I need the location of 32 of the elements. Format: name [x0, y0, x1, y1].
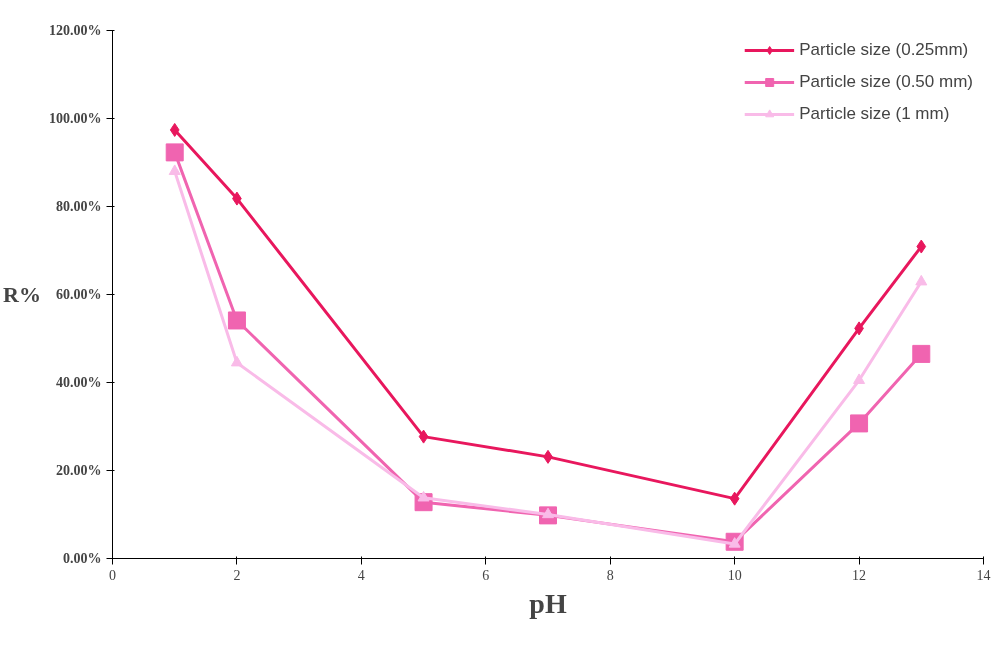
- point: [418, 429, 429, 444]
- y-tick-label: 100.00%: [49, 111, 102, 126]
- point: [230, 355, 243, 367]
- x-axis-title: pH: [529, 587, 567, 619]
- x-tick-label: 4: [357, 567, 365, 583]
- point: [729, 491, 740, 506]
- x-tick-label: 6: [482, 567, 490, 583]
- x-tick-label: 2: [233, 567, 241, 583]
- point: [227, 311, 246, 330]
- legend-label: Particle size (0.50 mm): [799, 72, 973, 92]
- x-tick-label: 0: [109, 567, 116, 583]
- y-tick-label: 120.00%: [49, 23, 102, 38]
- x-tick-label: 12: [852, 567, 867, 583]
- y-tick-label: 0.00%: [63, 551, 102, 566]
- point: [168, 164, 181, 175]
- legend-label: Particle size (0.25mm): [799, 40, 969, 60]
- point: [916, 239, 927, 254]
- point: [850, 414, 869, 433]
- legend-label: Particle size (1 mm): [799, 104, 950, 124]
- point: [915, 274, 928, 286]
- point: [853, 373, 866, 384]
- point: [165, 143, 184, 162]
- point: [912, 344, 931, 363]
- y-tick-label: 40.00%: [56, 375, 102, 390]
- y-axis-title: R%: [3, 282, 41, 307]
- y-tick-label: 20.00%: [56, 463, 102, 478]
- x-tick-label: 8: [606, 567, 614, 583]
- point: [169, 122, 180, 137]
- y-tick-label: 60.00%: [56, 287, 102, 302]
- x-tick-label: 14: [976, 567, 991, 583]
- x-tick-label: 10: [727, 567, 742, 583]
- y-tick-label: 80.00%: [56, 199, 102, 214]
